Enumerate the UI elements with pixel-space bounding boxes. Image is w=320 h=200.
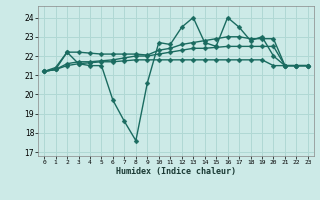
X-axis label: Humidex (Indice chaleur): Humidex (Indice chaleur) [116, 167, 236, 176]
